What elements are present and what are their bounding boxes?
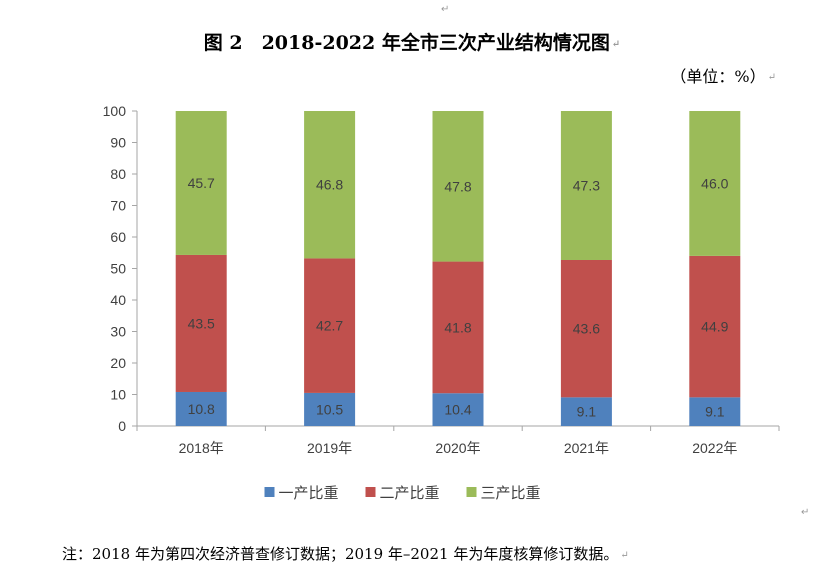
data-label: 47.8 [444, 178, 471, 194]
y-tick-label: 0 [118, 418, 126, 434]
paragraph-mark: ↵ [611, 38, 621, 50]
y-tick-label: 50 [110, 261, 126, 277]
legend-label: 三产比重 [481, 485, 541, 502]
bar-segment [689, 111, 741, 256]
x-tick-label: 2022年 [692, 440, 737, 456]
bar-segment [432, 111, 484, 262]
y-tick-label: 100 [103, 103, 127, 119]
legend-label: 一产比重 [279, 485, 339, 502]
data-label: 10.8 [188, 401, 215, 417]
chart-title: 图 2 2018-2022 年全市三次产业结构情况图 ↵ [203, 32, 621, 54]
paragraph-mark: ↵ [441, 4, 450, 15]
bar-segment [432, 393, 484, 426]
data-label: 45.7 [188, 175, 215, 191]
y-tick-label: 20 [110, 355, 126, 371]
bar-segment [175, 254, 227, 392]
x-tick-label: 2020年 [435, 440, 480, 456]
data-label: 9.1 [577, 404, 597, 420]
data-label: 10.5 [316, 401, 343, 417]
footnote: 注：2018 年为第四次经济普查修订数据；2019 年–2021 年为年度核算修… [62, 545, 629, 563]
legend-label: 二产比重 [380, 485, 440, 502]
y-tick-label: 10 [110, 387, 126, 403]
legend-swatch [466, 487, 477, 497]
paragraph-mark: ↵ [801, 507, 810, 518]
data-label: 43.6 [573, 321, 600, 337]
data-label: 47.3 [573, 177, 600, 193]
data-label: 44.9 [701, 319, 728, 335]
bar-segment [175, 111, 227, 255]
paragraph-mark: ↵ [767, 72, 776, 83]
data-label: 46.0 [701, 175, 728, 191]
bar-segment [689, 397, 741, 426]
data-label: 42.7 [316, 318, 343, 334]
unit-label: （单位：%） ↵ [670, 67, 776, 86]
data-label: 10.4 [444, 402, 471, 418]
x-tick-label: 2021年 [564, 440, 609, 456]
y-tick-label: 40 [110, 292, 126, 308]
bar-segment [304, 111, 356, 259]
data-label: 41.8 [444, 319, 471, 335]
data-label: 9.1 [705, 404, 725, 420]
bar-segment [560, 111, 612, 260]
x-tick-label: 2018年 [179, 440, 224, 456]
bar-segment [560, 397, 612, 426]
y-tick-label: 60 [110, 229, 126, 245]
bar-segment [432, 261, 484, 394]
y-tick-label: 30 [110, 324, 126, 340]
y-tick-label: 80 [110, 166, 126, 182]
legend-swatch [365, 487, 376, 497]
bar-segment [304, 392, 356, 426]
legend-swatch [264, 487, 275, 497]
data-label: 46.8 [316, 177, 343, 193]
bar-segment [304, 258, 356, 393]
bar-segment [560, 259, 612, 398]
y-tick-label: 90 [110, 135, 126, 151]
bar-segment [175, 391, 227, 426]
x-tick-label: 2019年 [307, 440, 352, 456]
bar-segment [689, 255, 741, 398]
data-label: 43.5 [188, 315, 215, 331]
paragraph-mark: ↵ [620, 549, 629, 561]
y-tick-label: 70 [110, 198, 126, 214]
